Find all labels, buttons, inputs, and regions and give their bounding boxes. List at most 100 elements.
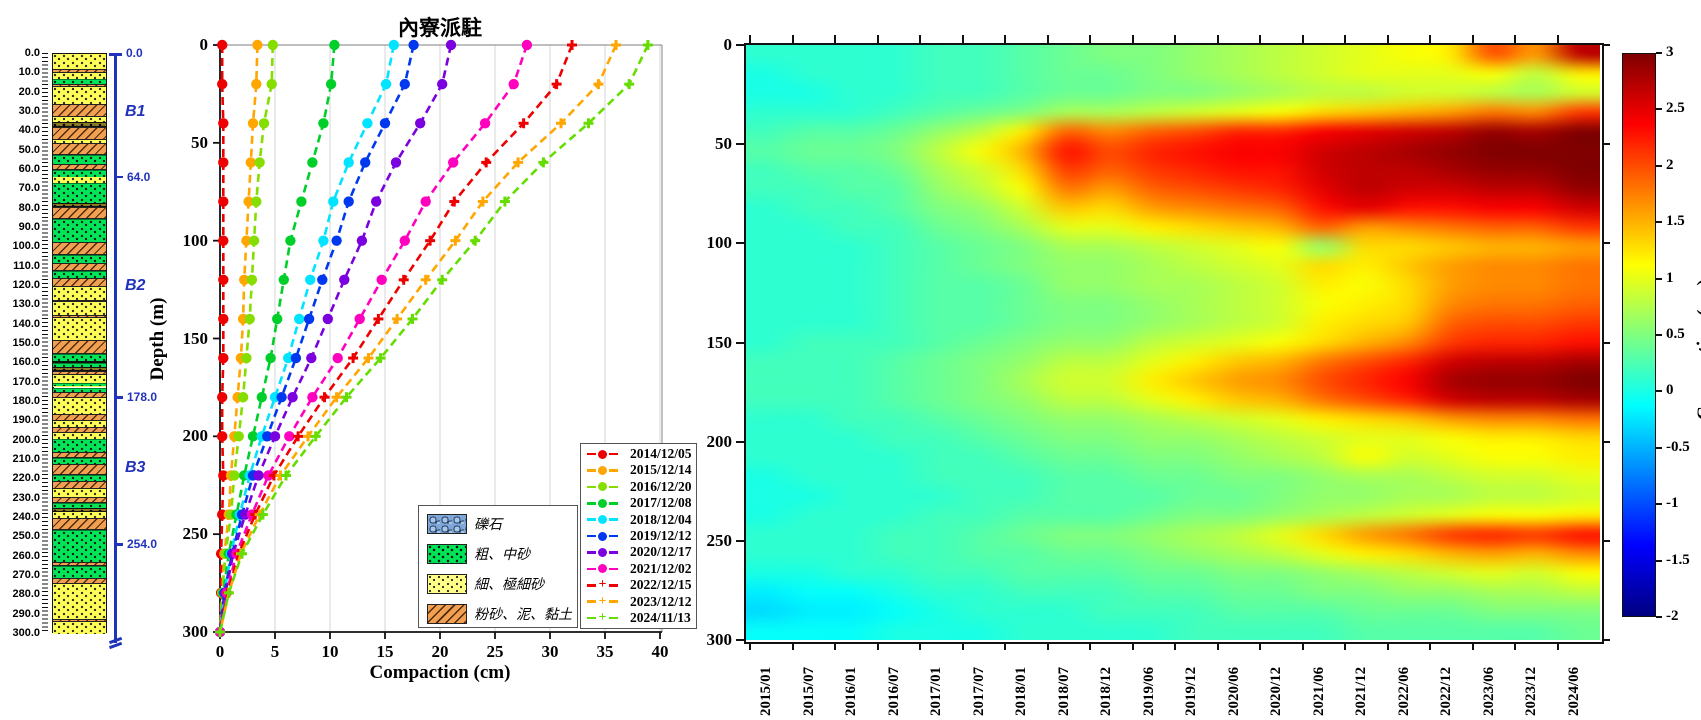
legend-date-label: 2020/12/17 <box>630 544 692 560</box>
legend-entry[interactable]: 2017/12/08 <box>586 495 696 511</box>
heatmap-x-tick <box>1429 642 1431 650</box>
zone-tick <box>114 543 123 546</box>
borehole-depth-label: 30.0 <box>18 105 40 117</box>
legend-marker <box>586 515 630 525</box>
legend-dash <box>609 600 618 603</box>
stratum-layer <box>53 481 106 489</box>
legend-entry[interactable]: 2018/12/04 <box>586 512 696 528</box>
heatmap-x-tick <box>791 642 794 650</box>
legend-dash <box>587 567 596 571</box>
zone-label: B2 <box>125 276 146 294</box>
borehole-depth-label: 260.0 <box>12 549 40 562</box>
legend-entry[interactable]: 2016/12/20 <box>586 479 696 495</box>
heatmap-y-tick <box>736 639 744 641</box>
heatmap-x-tick-label: 2021/12 <box>1353 666 1369 716</box>
heatmap-x-tick-label: 2016/01 <box>843 666 859 716</box>
colorbar-tick <box>1656 277 1662 280</box>
legend-date-label: 2023/12/12 <box>630 593 692 609</box>
lithology-legend-item: 礫石 <box>427 514 577 534</box>
legend-dash <box>587 551 596 554</box>
borehole-depth-label: 300.0 <box>12 627 40 639</box>
stratum-layer <box>53 79 106 84</box>
legend-entry[interactable]: 2014/12/05 <box>586 446 696 462</box>
legend-date-label: 2019/12/12 <box>630 527 692 543</box>
legend-entry[interactable]: 2020/12/17 <box>586 544 696 560</box>
x-tick-label: 15 <box>376 642 394 661</box>
zone-tick <box>114 175 123 179</box>
stratum-layer <box>53 583 106 619</box>
stratum-layer <box>53 502 106 509</box>
borehole-depth-label: 220.0 <box>12 472 40 485</box>
colorbar-tick <box>1656 616 1662 618</box>
borehole-depth-label: 20.0 <box>18 85 40 98</box>
legend-dash <box>609 518 618 522</box>
stratum-layer <box>53 340 106 354</box>
lithology-legend-item: 粗、中砂 <box>427 544 577 564</box>
legend-circle-marker <box>598 564 607 574</box>
legend-dash <box>587 584 596 587</box>
lithology-legend-label: 礫石 <box>474 518 502 533</box>
legend-entry[interactable]: +2022/12/15 <box>586 577 696 593</box>
heatmap-x-tick <box>1089 642 1091 650</box>
stratum-layer <box>53 353 106 362</box>
colorbar-tick <box>1656 221 1662 224</box>
stratum-layer <box>53 432 106 439</box>
stratum-layer <box>53 206 106 220</box>
lithology-legend-label: 粉砂、泥、黏土 <box>474 608 572 623</box>
heatmap-x-tick <box>1429 35 1431 43</box>
heatmap-x-tick <box>876 35 879 43</box>
heatmap-y-tick-label: 0 <box>723 35 733 54</box>
heatmap-x-tick <box>1216 642 1219 650</box>
stratum-layer <box>53 413 106 422</box>
stratum-layer <box>53 127 106 141</box>
heatmap-y-tick <box>1602 242 1610 245</box>
legend-dash <box>587 469 596 472</box>
compaction-line-chart[interactable] <box>0 0 720 720</box>
heatmap-y-tick <box>736 440 744 443</box>
borehole-depth-label: 130.0 <box>12 298 40 311</box>
legend-circle-marker <box>598 548 607 558</box>
legend-entry[interactable]: 2015/12/14 <box>586 462 696 478</box>
heatmap-y-tick <box>1602 143 1610 146</box>
borehole-depth-label: 70.0 <box>18 182 40 195</box>
legend-entry[interactable]: +2024/11/13 <box>586 610 696 626</box>
stratum-layer <box>53 421 106 428</box>
colorbar-tick <box>1656 52 1662 54</box>
legend-dash <box>587 518 596 522</box>
colorbar <box>1622 53 1656 617</box>
borehole-depth-label: 0.0 <box>24 47 40 59</box>
zone-depth-label: 64.0 <box>127 169 151 184</box>
stratum-layer <box>53 367 106 372</box>
stratum-layer <box>53 508 106 513</box>
colorbar-tick-label: 1 <box>1666 269 1674 286</box>
borehole-depth-label: 180.0 <box>12 395 40 407</box>
heatmap-x-tick <box>1046 642 1049 650</box>
heatmap-x-tick-label: 2015/01 <box>758 666 774 716</box>
y-tick-label: 150 <box>182 328 209 348</box>
stratum-layer <box>53 317 106 341</box>
colorbar-tick-label: -0.5 <box>1666 438 1690 455</box>
stratum-layer <box>53 463 106 476</box>
legend-entry[interactable]: +2023/12/12 <box>586 594 696 610</box>
colorbar-tick <box>1656 446 1662 449</box>
x-tick-label: 5 <box>270 642 280 661</box>
heatmap-x-tick-label: 2023/06 <box>1480 666 1497 716</box>
x-tick-label: 20 <box>431 642 449 661</box>
stratum-layer <box>53 86 106 105</box>
heatmap-x-tick <box>961 642 964 650</box>
legend-entry[interactable]: 2019/12/12 <box>586 528 696 544</box>
compaction-rate-heatmap[interactable] <box>746 45 1600 640</box>
borehole-depth-label: 60.0 <box>18 163 40 175</box>
lithology-legend-label: 粗、中砂 <box>474 548 530 563</box>
legend-date-label: 2021/12/02 <box>630 560 692 576</box>
legend-dash <box>609 534 618 538</box>
lithology-legend-item: 細、極細砂 <box>427 574 577 594</box>
fine-pattern-swatch <box>427 574 467 594</box>
legend-entry[interactable]: 2021/12/02 <box>586 561 696 577</box>
legend-circle-marker <box>598 482 607 492</box>
legend-plus-marker: + <box>598 593 607 609</box>
heatmap-x-tick-label: 2020/12 <box>1268 666 1284 716</box>
heatmap-y-tick <box>1602 539 1610 542</box>
heatmap-x-tick <box>1471 642 1474 650</box>
y-tick-label: 250 <box>182 524 209 544</box>
